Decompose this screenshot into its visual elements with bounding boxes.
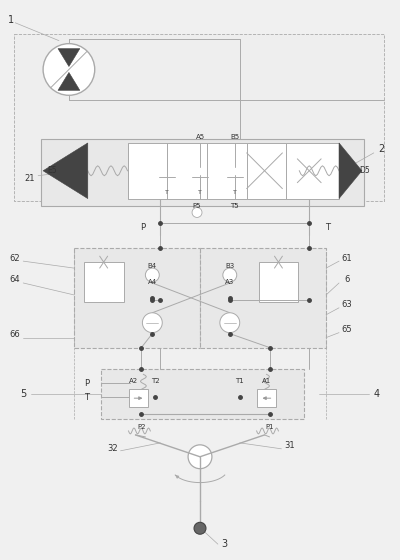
Text: 66: 66 [9,330,20,339]
Text: 32: 32 [107,444,118,453]
Polygon shape [339,143,362,199]
Text: T1: T1 [235,379,244,384]
Text: A1: A1 [262,379,271,384]
Text: 62: 62 [9,254,20,263]
Text: P5: P5 [193,203,201,208]
Bar [258,262,298,302]
Text: 2: 2 [379,144,385,154]
Text: P: P [140,223,145,232]
Circle shape [43,44,95,95]
Text: A5: A5 [196,134,204,140]
Bar [101,370,304,419]
Polygon shape [58,49,80,67]
Polygon shape [43,143,88,199]
Text: 3: 3 [222,539,228,549]
Bar [207,143,247,199]
Text: 61: 61 [342,254,352,263]
Bar [128,143,167,199]
Bar [14,34,384,200]
Bar [257,389,276,407]
Text: 65: 65 [342,325,352,334]
Text: P1: P1 [265,424,274,430]
Text: 6: 6 [344,276,350,284]
Text: E5: E5 [47,166,57,175]
Bar [84,262,124,302]
Bar [200,248,326,348]
Text: T: T [198,190,202,195]
Text: A3: A3 [225,279,234,285]
Text: 64: 64 [9,276,20,284]
Text: B4: B4 [148,263,157,269]
Text: T5: T5 [230,203,239,208]
Text: 63: 63 [342,300,352,309]
Bar [41,139,364,206]
Text: 31: 31 [284,441,295,450]
Text: P2: P2 [137,424,146,430]
Circle shape [188,445,212,469]
Text: B5: B5 [230,134,239,140]
Text: 21: 21 [24,174,34,183]
Text: T: T [325,223,330,232]
Text: T: T [84,393,89,402]
Text: T2: T2 [151,379,160,384]
Text: A2: A2 [129,379,138,384]
Text: P: P [84,379,89,388]
Text: D5: D5 [359,166,370,175]
Bar [286,143,339,199]
Bar [128,389,148,407]
Circle shape [145,268,159,282]
Bar [167,143,207,199]
Text: A4: A4 [148,279,157,285]
Polygon shape [58,72,80,90]
Text: 4: 4 [374,389,380,399]
Bar [74,248,200,348]
Text: 1: 1 [8,15,14,25]
Text: T: T [233,190,237,195]
Circle shape [223,268,237,282]
Circle shape [142,313,162,333]
Text: T: T [165,190,169,195]
Text: B3: B3 [225,263,234,269]
Circle shape [194,522,206,534]
Circle shape [192,208,202,217]
Text: 5: 5 [20,389,26,399]
Circle shape [220,313,240,333]
Bar [247,143,286,199]
